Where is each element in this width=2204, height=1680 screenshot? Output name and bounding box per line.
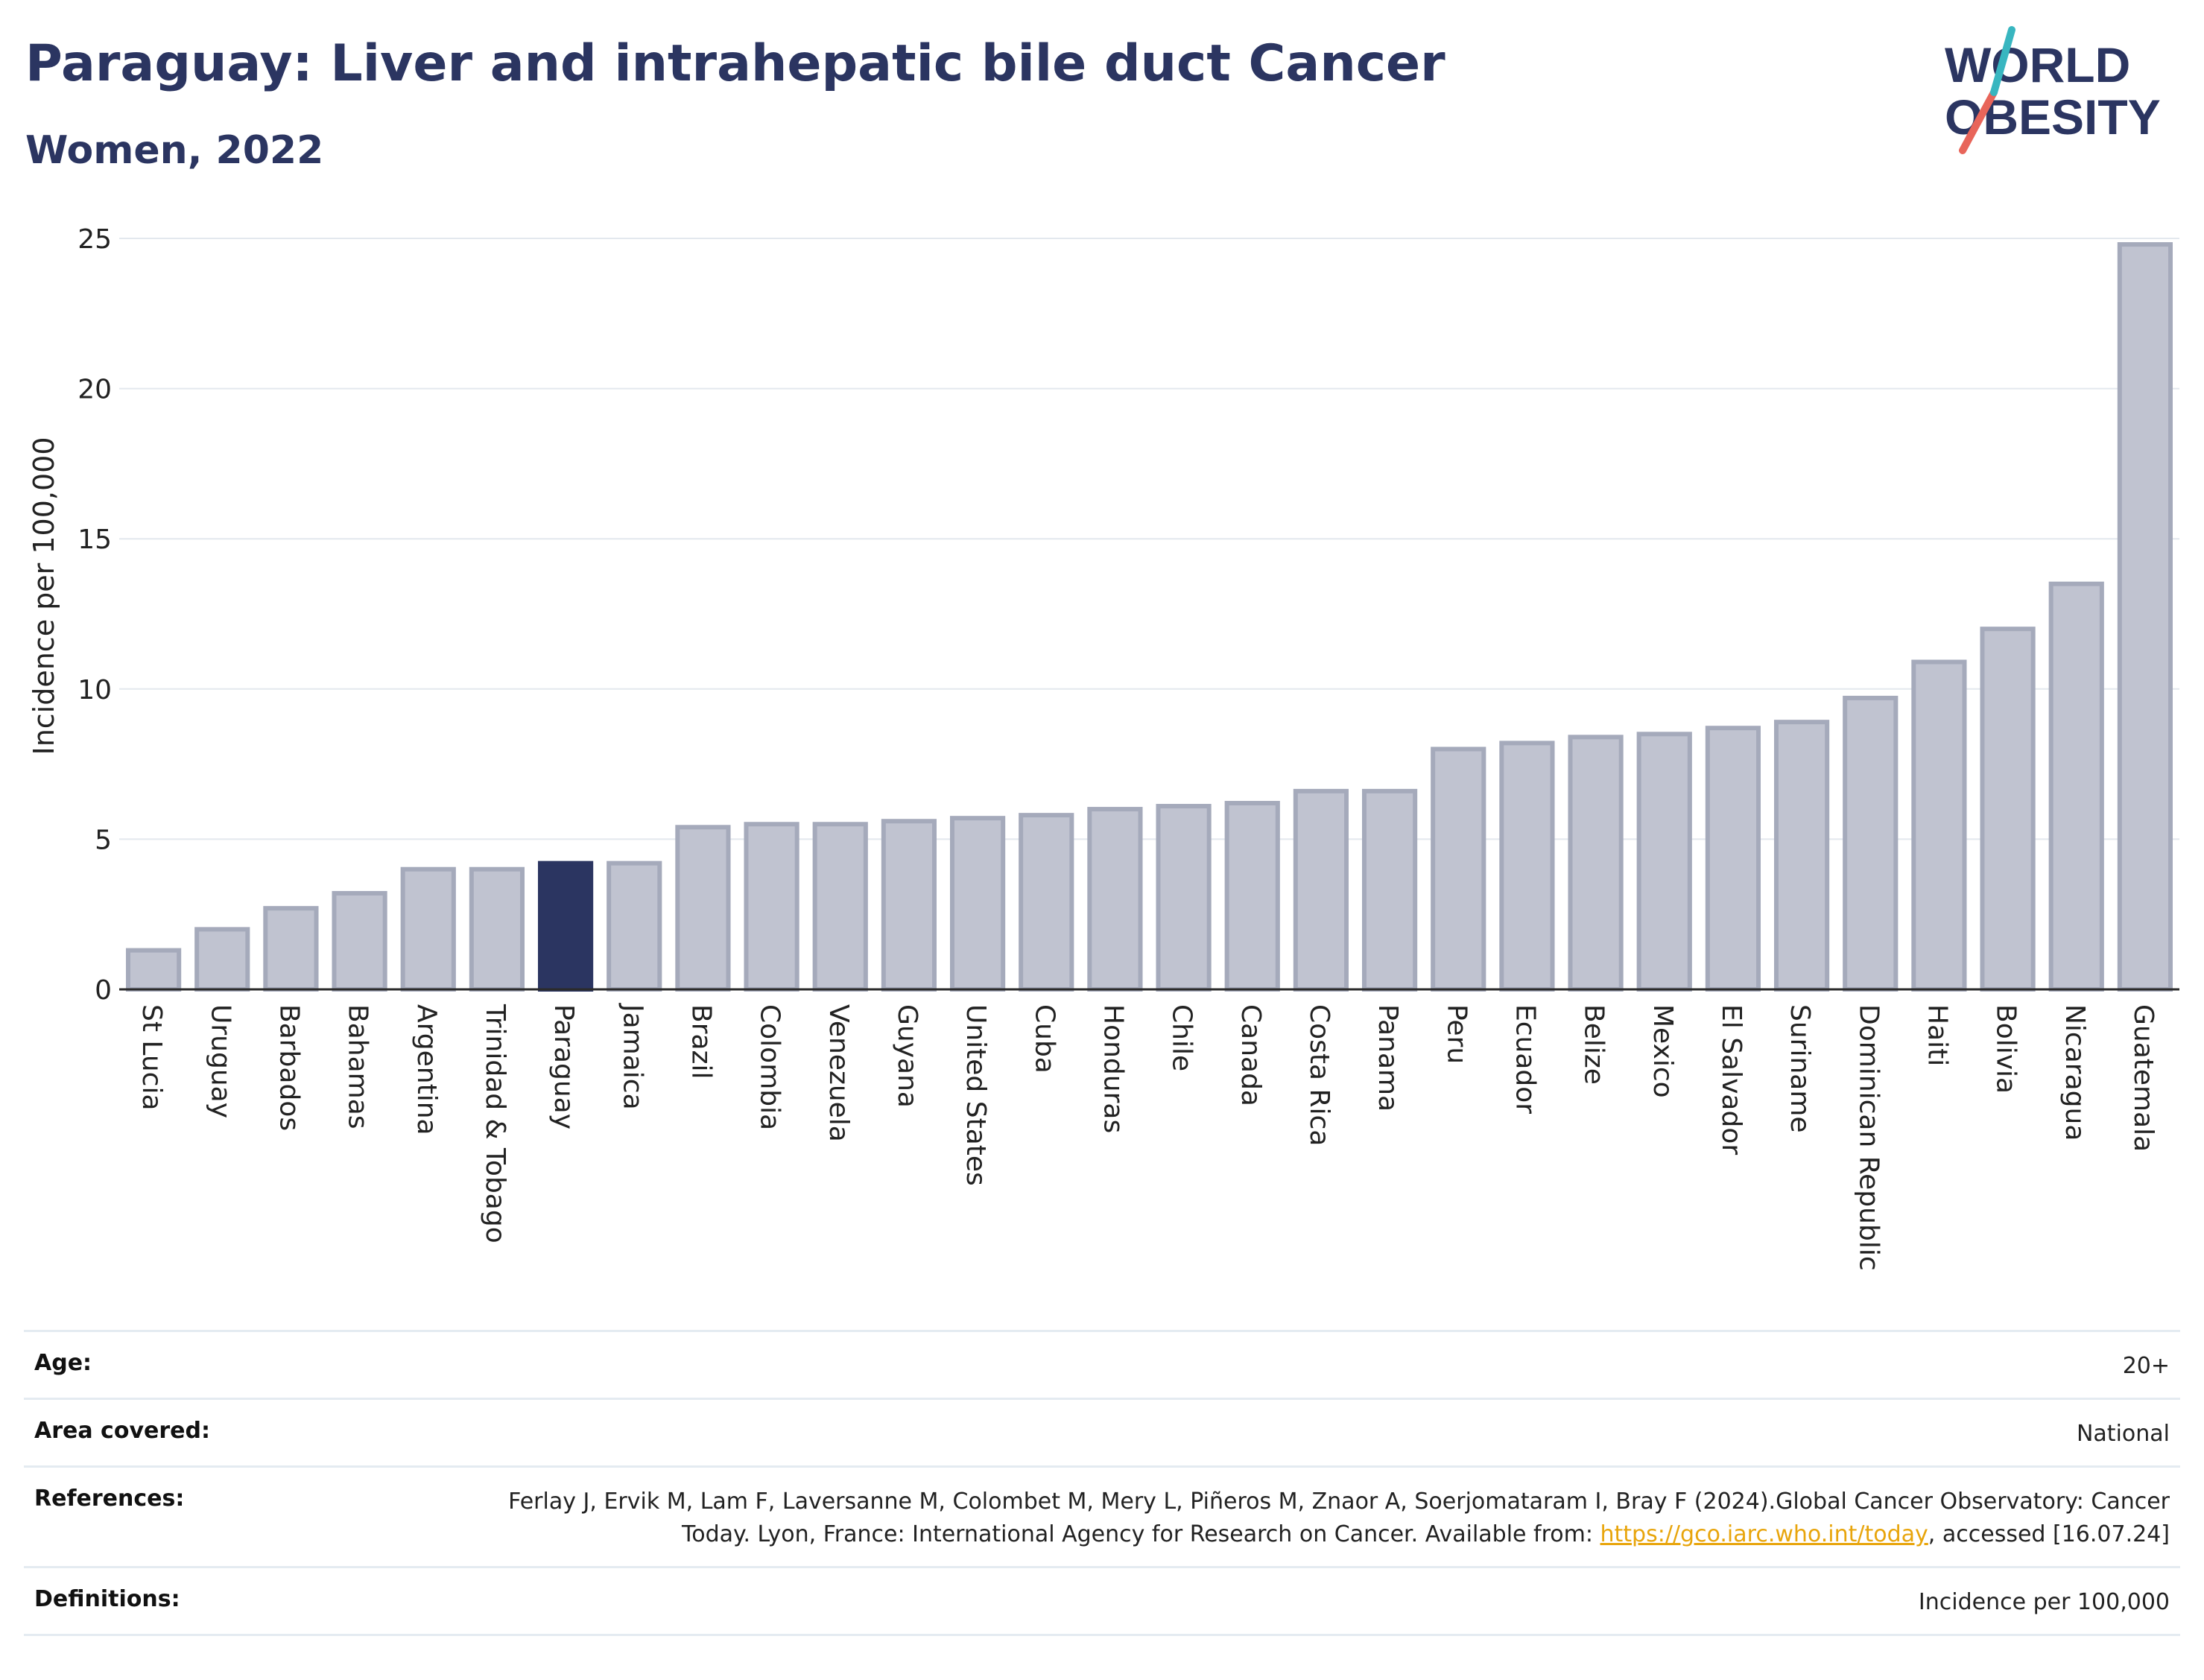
bar-el-salvador [1705, 726, 1761, 992]
bar-mexico [1636, 732, 1692, 992]
bar-canada [1224, 801, 1280, 992]
meta-row-definitions: Definitions: Incidence per 100,000 [24, 1566, 2180, 1636]
y-tick-label: 25 [77, 224, 112, 255]
bar-chile [1156, 804, 1212, 992]
y-tick-labels: 0 5 10 15 20 25 [77, 224, 112, 1006]
x-tick-label: United States [960, 1004, 991, 1186]
bar-united-states [949, 816, 1006, 992]
x-tick-label: Colombia [755, 1004, 785, 1130]
bar-guatemala [2117, 242, 2173, 992]
x-tick-label: Canada [1235, 1004, 1266, 1106]
bar-suriname [1773, 720, 1830, 992]
bar-guyana [881, 819, 937, 992]
x-tick-label: Ecuador [1510, 1004, 1540, 1114]
x-tick-label: Uruguay [205, 1004, 235, 1118]
definitions-label: Definitions: [34, 1586, 180, 1612]
bar-argentina [400, 866, 456, 992]
bar-panama [1361, 788, 1418, 992]
references-link[interactable]: https://gco.iarc.who.int/today [1600, 1521, 1928, 1547]
y-tick-label: 0 [95, 975, 112, 1006]
bar-haiti [1911, 659, 1967, 992]
x-tick-label: Costa Rica [1304, 1004, 1334, 1146]
x-tick-label: Brazil [685, 1004, 716, 1079]
definitions-value: Incidence per 100,000 [1918, 1589, 2170, 1615]
x-tick-label: Guatemala [2128, 1004, 2159, 1152]
bar-paraguay [537, 860, 594, 992]
x-tick-label: Belize [1579, 1004, 1609, 1085]
bars [125, 242, 2173, 992]
area-label: Area covered: [34, 1418, 210, 1444]
x-tick-label: Trinidad & Tobago [480, 1004, 510, 1243]
svg-text:WORLD: WORLD [1945, 37, 2130, 92]
bar-venezuela [812, 822, 868, 992]
x-tick-label: Haiti [1922, 1004, 1952, 1066]
x-tick-label: Panama [1372, 1004, 1403, 1112]
x-tick-label: Chile [1167, 1004, 1197, 1071]
references-text: Ferlay J, Ervik M, Lam F, Laversanne M, … [508, 1489, 2170, 1547]
meta-row-area: Area covered: National [24, 1398, 2180, 1465]
references-label: References: [34, 1486, 185, 1512]
bar-dominican-republic [1843, 695, 1899, 992]
y-tick-label: 5 [95, 825, 112, 855]
x-tick-label: St Lucia [136, 1004, 167, 1111]
x-tick-label: Argentina [411, 1004, 442, 1135]
y-tick-label: 10 [77, 675, 112, 706]
x-tick-label: Bolivia [1991, 1004, 2021, 1094]
bar-colombia [744, 822, 799, 992]
age-label: Age: [34, 1350, 92, 1376]
age-value: 20+ [2122, 1353, 2170, 1379]
x-tick-label: Guyana [892, 1004, 922, 1108]
x-tick-label: Nicaragua [2059, 1004, 2090, 1141]
bar-uruguay [194, 927, 250, 992]
area-value: National [2076, 1421, 2170, 1447]
bar-cuba [1019, 813, 1074, 992]
y-tick-label: 20 [77, 375, 112, 405]
y-tick-label: 15 [77, 524, 112, 555]
bar-belize [1568, 735, 1624, 992]
x-tick-label: Paraguay [548, 1004, 579, 1129]
meta-row-age: Age: 20+ [24, 1330, 2180, 1398]
bar-barbados [263, 906, 319, 992]
x-tick-label: Mexico [1647, 1004, 1678, 1098]
bar-chart: 0 5 10 15 20 25 St Lucia Uruguay Barbados Bahama… [28, 224, 2179, 1271]
metadata-table: Age: 20+ Area covered: National Referenc… [24, 1330, 2180, 1636]
x-tick-label: Bahamas [343, 1004, 373, 1129]
bar-trinidad-tobago [469, 866, 525, 992]
bar-ecuador [1499, 741, 1555, 992]
x-tick-label: Dominican Republic [1853, 1004, 1884, 1271]
x-tick-label: Peru [1441, 1004, 1472, 1064]
bar-peru [1431, 747, 1486, 992]
x-tick-label: Jamaica [617, 1003, 647, 1110]
references-accessed: , accessed [16.07.24] [1928, 1521, 2170, 1547]
x-tick-label: Barbados [273, 1004, 304, 1131]
world-obesity-logo: WORLD OBESITY [1945, 26, 2161, 154]
page-title: Paraguay: Liver and intrahepatic bile du… [25, 34, 1445, 93]
y-axis-label: Incidence per 100,000 [28, 437, 60, 755]
bar-nicaragua [2048, 581, 2104, 992]
x-tick-labels: St Lucia Uruguay Barbados Bahamas Argentina T… [136, 1003, 2159, 1271]
bar-honduras [1087, 807, 1143, 992]
x-tick-label: Venezuela [823, 1004, 854, 1142]
x-tick-label: El Salvador [1716, 1004, 1747, 1155]
x-tick-label: Suriname [1785, 1004, 1815, 1133]
bar-bahamas [332, 890, 387, 992]
bar-st-lucia [125, 948, 182, 992]
bar-jamaica [607, 860, 662, 992]
references-value: Ferlay J, Ervik M, Lam F, Laversanne M, … [456, 1486, 2170, 1551]
x-tick-label: Honduras [1098, 1004, 1128, 1133]
meta-row-references: References: Ferlay J, Ervik M, Lam F, La… [24, 1465, 2180, 1566]
bar-bolivia [1980, 627, 2036, 992]
grid-lines [119, 238, 2179, 840]
page-subtitle: Women, 2022 [25, 128, 324, 173]
bar-costa-rica [1293, 788, 1349, 992]
x-tick-label: Cuba [1029, 1004, 1060, 1074]
bar-brazil [675, 825, 731, 992]
